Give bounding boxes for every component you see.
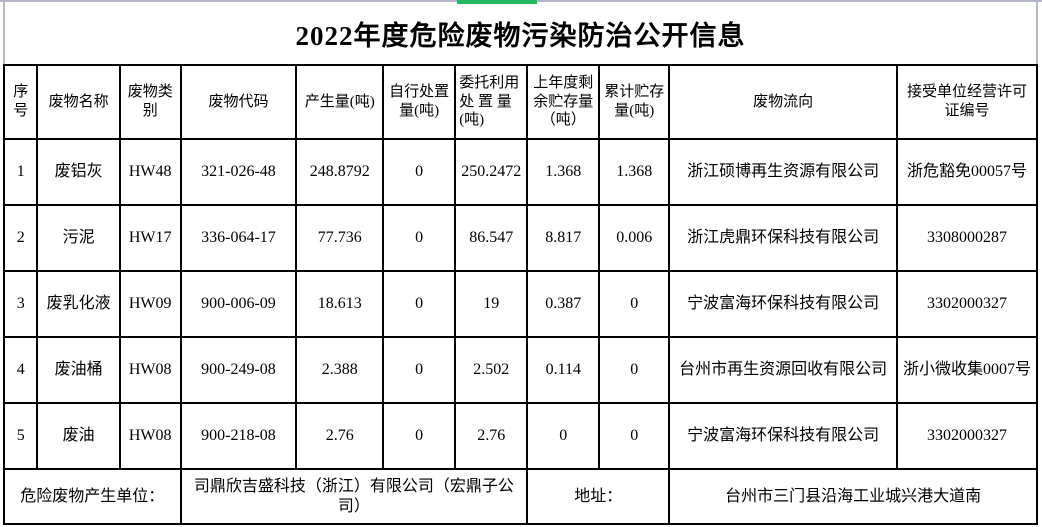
table-cell: 3302000327: [895, 402, 1039, 470]
table-cell: HW09: [118, 270, 182, 338]
column-header: 废物流向: [668, 64, 898, 140]
table-cell: 宁波富海环保科技有限公司: [668, 402, 898, 470]
table-cell: 1.368: [598, 138, 671, 206]
table-cell: HW48: [118, 138, 182, 206]
table-cell: 0.387: [526, 270, 601, 338]
table-cell: 2.388: [295, 336, 385, 404]
column-header: 废物代码: [179, 64, 298, 140]
table-cell: 0.006: [598, 204, 671, 272]
page-title: 2022年度危险废物污染防治公开信息: [295, 20, 746, 51]
column-header: 接受单位经营许可 证编号: [895, 64, 1039, 140]
table-cell: 浙危豁免00057号: [895, 138, 1039, 206]
column-header: 累计贮存 量(吨): [598, 64, 671, 140]
table-cell: 86.547: [454, 204, 529, 272]
table-cell: 污泥: [36, 204, 121, 272]
table-cell: 0: [598, 336, 671, 404]
column-header: 序号: [2, 64, 39, 140]
column-header: 产生量(吨): [295, 64, 385, 140]
header-row: 序号 废物名称 废物类 别废物代码 产生量(吨) 自行处置 量(吨) 委托利用 处 置 量…: [2, 64, 1039, 140]
table-cell: 0: [598, 270, 671, 338]
table-cell: 2.76: [295, 402, 385, 470]
hazardous-waste-table: 序号 废物名称 废物类 别废物代码 产生量(吨) 自行处置 量(吨) 委托利用 处 置 量…: [2, 64, 1039, 525]
table-cell: 19: [454, 270, 529, 338]
address-label: 地址：: [526, 468, 671, 525]
table-row: 2 污泥 HW17 336-064-17 77.736 0 86.547 8.817 0.006…: [2, 204, 1039, 272]
table-body: 1 废铝灰 HW48 321-026-48 248.8792 0 250.2472 1.368…: [2, 138, 1039, 470]
table-cell: 浙江虎鼎环保科技有限公司: [668, 204, 898, 272]
table-cell: HW08: [118, 336, 182, 404]
table-footer: 危险废物产生单位： 司鼎欣吉盛科技（浙江）有限公司（宏鼎子公司） 地址： 台州市…: [3, 468, 1038, 525]
table-cell: 3: [2, 270, 39, 338]
table-cell: 浙小微收集0007号: [895, 336, 1039, 404]
table-cell: 0: [382, 270, 457, 338]
table-cell: 宁波富海环保科技有限公司: [668, 270, 898, 338]
table-cell: 4: [2, 336, 39, 404]
producer-label: 危险废物产生单位：: [3, 468, 182, 525]
table-cell: 5: [2, 402, 39, 470]
horizontal-scrollbar-thumb[interactable]: [457, 0, 537, 4]
table-cell: 248.8792: [295, 138, 385, 206]
table-cell: 2.502: [454, 336, 529, 404]
table-row: 4 废油桶 HW08 900-249-08 2.388 0 2.502 0.114 0 台州市再生…: [2, 336, 1039, 404]
table-row: 5 废油 HW08 900-218-08 2.76 0 2.76 0 0 宁波富海环保科技有限公司…: [2, 402, 1039, 470]
table-cell: 0: [598, 402, 671, 470]
table-cell: 900-249-08: [179, 336, 298, 404]
table-row: 3 废乳化液 HW09 900-006-09 18.613 0 19 0.387 0 宁波富海环保…: [2, 270, 1039, 338]
column-header: 上年度剩 余贮存量 （吨）: [526, 64, 601, 140]
table-cell: 900-218-08: [179, 402, 298, 470]
table-cell: 18.613: [295, 270, 385, 338]
table-cell: HW08: [118, 402, 182, 470]
producer-value: 司鼎欣吉盛科技（浙江）有限公司（宏鼎子公司）: [179, 468, 529, 525]
table-cell: 废乳化液: [36, 270, 121, 338]
table-cell: 浙江硕博再生资源有限公司: [668, 138, 898, 206]
column-header: 自行处置 量(吨): [382, 64, 457, 140]
column-header: 废物名称: [36, 64, 121, 140]
table-cell: 1: [2, 138, 39, 206]
column-header: 废物类 别: [118, 64, 182, 140]
table-cell: 250.2472: [454, 138, 529, 206]
table-cell: 0: [382, 402, 457, 470]
table-cell: 0: [526, 402, 601, 470]
table-cell: 1.368: [526, 138, 601, 206]
table-cell: HW17: [118, 204, 182, 272]
table-cell: 321-026-48: [179, 138, 298, 206]
title-block: 2022年度危险废物污染防治公开信息: [3, 2, 1038, 64]
table-cell: 77.736: [295, 204, 385, 272]
table-cell: 3302000327: [895, 270, 1039, 338]
address-value: 台州市三门县沿海工业城兴港大道南: [668, 468, 1038, 525]
table-cell: 废油: [36, 402, 121, 470]
table-header: 序号 废物名称 废物类 别废物代码 产生量(吨) 自行处置 量(吨) 委托利用 处 置 量…: [2, 64, 1039, 140]
table-cell: 废铝灰: [36, 138, 121, 206]
table-cell: 336-064-17: [179, 204, 298, 272]
table-cell: 0: [382, 204, 457, 272]
table-cell: 2: [2, 204, 39, 272]
table-cell: 0: [382, 336, 457, 404]
table-cell: 8.817: [526, 204, 601, 272]
footer-row: 危险废物产生单位： 司鼎欣吉盛科技（浙江）有限公司（宏鼎子公司） 地址： 台州市…: [3, 468, 1038, 525]
table-cell: 0: [382, 138, 457, 206]
table-cell: 台州市再生资源回收有限公司: [668, 336, 898, 404]
table-cell: 2.76: [454, 402, 529, 470]
table-cell: 0.114: [526, 336, 601, 404]
table-cell: 900-006-09: [179, 270, 298, 338]
table-row: 1 废铝灰 HW48 321-026-48 248.8792 0 250.2472 1.368…: [2, 138, 1039, 206]
table-cell: 废油桶: [36, 336, 121, 404]
column-header: 委托利用 处 置 量 (吨): [454, 64, 529, 140]
table-cell: 3308000287: [895, 204, 1039, 272]
